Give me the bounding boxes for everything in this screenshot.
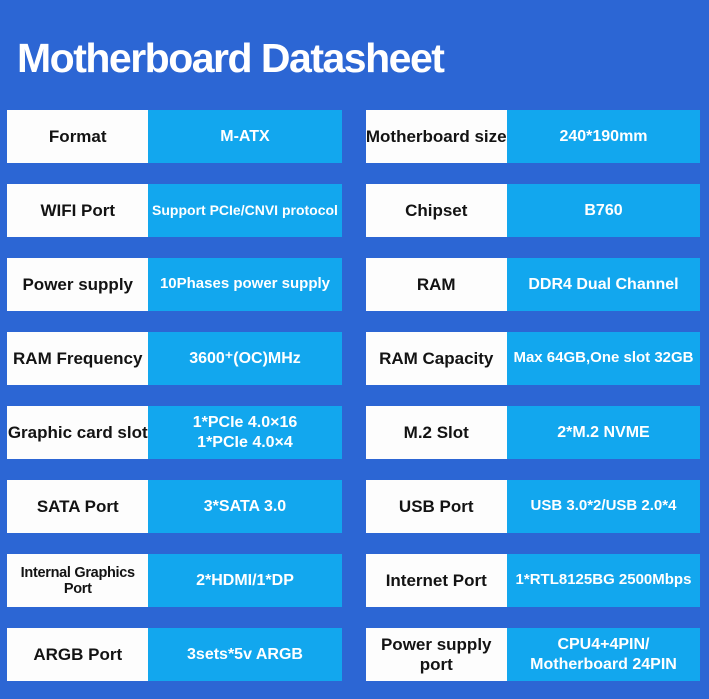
spec-label: Power supply port [365, 628, 507, 681]
spec-row-ram: RAM DDR4 Dual Channel [365, 258, 700, 311]
spec-value: DDR4 Dual Channel [506, 258, 700, 311]
spec-row-internet-port: Internet Port 1*RTL8125BG 2500Mbps [365, 554, 700, 607]
spec-value: 1*RTL8125BG 2500Mbps [506, 554, 700, 607]
spec-label: USB Port [365, 480, 507, 533]
spec-value: B760 [506, 184, 700, 237]
spec-value: 2*HDMI/1*DP [148, 554, 342, 607]
spec-value: M-ATX [148, 110, 342, 163]
spec-row-argb-port: ARGB Port 3sets*5v ARGB [7, 628, 342, 681]
page-title: Motherboard Datasheet [17, 35, 445, 81]
spec-value: USB 3.0*2/USB 2.0*4 [506, 480, 700, 533]
spec-value: 2*M.2 NVME [506, 406, 700, 459]
spec-label: Motherboard size [365, 110, 507, 163]
spec-row-usb-port: USB Port USB 3.0*2/USB 2.0*4 [365, 480, 700, 533]
spec-row-ram-frequency: RAM Frequency 3600⁺(OC)MHz [7, 332, 342, 385]
spec-value: 10Phases power supply [148, 258, 342, 311]
spec-row-power-supply: Power supply 10Phases power supply [7, 258, 342, 311]
spec-row-wifi-port: WIFI Port Support PCIe/CNVI protocol [7, 184, 342, 237]
spec-value: 3600⁺(OC)MHz [148, 332, 342, 385]
spec-value: Support PCIe/CNVI protocol [148, 184, 342, 237]
spec-row-power-supply-port: Power supply port CPU4+4PIN/ Motherboard… [365, 628, 700, 681]
spec-row-graphic-card-slot: Graphic card slot 1*PCIe 4.0×16 1*PCIe 4… [7, 406, 342, 459]
spec-value: 1*PCIe 4.0×16 1*PCIe 4.0×4 [148, 406, 342, 459]
spec-label: Power supply [7, 258, 149, 311]
spec-value: 240*190mm [506, 110, 700, 163]
spec-label: Internal Graphics Port [7, 554, 149, 607]
spec-row-ram-capacity: RAM Capacity Max 64GB,One slot 32GB [365, 332, 700, 385]
spec-label: M.2 Slot [365, 406, 507, 459]
spec-row-m2-slot: M.2 Slot 2*M.2 NVME [365, 406, 700, 459]
spec-label: Chipset [365, 184, 507, 237]
spec-row-motherboard-size: Motherboard size 240*190mm [365, 110, 700, 163]
spec-label: Format [7, 110, 149, 163]
spec-value: Max 64GB,One slot 32GB [506, 332, 700, 385]
spec-label: Graphic card slot [7, 406, 149, 459]
spec-row-format: Format M-ATX [7, 110, 342, 163]
spec-row-internal-graphics-port: Internal Graphics Port 2*HDMI/1*DP [7, 554, 342, 607]
spec-label: WIFI Port [7, 184, 149, 237]
spec-row-sata-port: SATA Port 3*SATA 3.0 [7, 480, 342, 533]
spec-row-chipset: Chipset B760 [365, 184, 700, 237]
spec-label: RAM Frequency [7, 332, 149, 385]
spec-label: ARGB Port [7, 628, 149, 681]
specs-grid: Format M-ATX Motherboard size 240*190mm … [7, 110, 700, 681]
spec-label: Internet Port [365, 554, 507, 607]
spec-value: CPU4+4PIN/ Motherboard 24PIN [506, 628, 700, 681]
spec-label: RAM [365, 258, 507, 311]
spec-value: 3*SATA 3.0 [148, 480, 342, 533]
spec-label: RAM Capacity [365, 332, 507, 385]
spec-value: 3sets*5v ARGB [148, 628, 342, 681]
spec-label: SATA Port [7, 480, 149, 533]
